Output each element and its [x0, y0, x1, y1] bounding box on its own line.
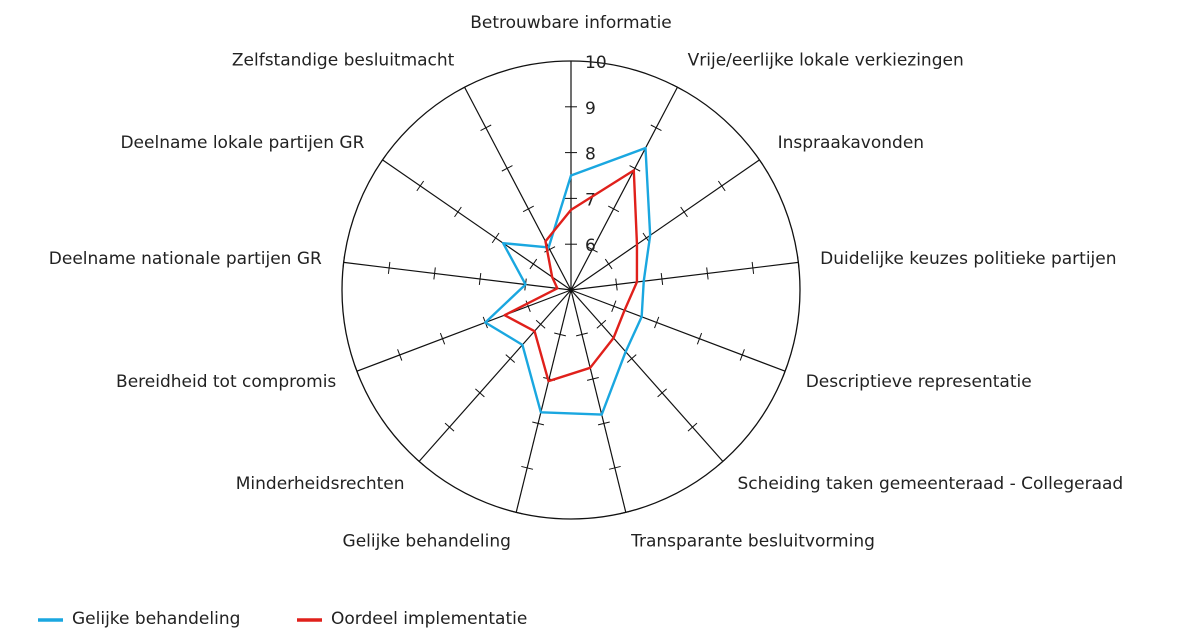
tick-mark: [521, 465, 534, 470]
category-label: Deelname nationale partijen GR: [49, 249, 322, 269]
spoke: [356, 289, 572, 372]
tick-mark: [626, 354, 637, 363]
tick-mark: [739, 349, 745, 361]
tick-mark: [416, 180, 425, 192]
tick-mark: [378, 154, 387, 166]
spoke: [464, 86, 572, 291]
tick-mark: [586, 377, 599, 381]
spoke: [570, 289, 786, 372]
tick-mark: [608, 465, 621, 470]
tick-mark: [444, 422, 455, 432]
tick-mark: [597, 421, 610, 426]
tick-mark: [782, 365, 788, 377]
series-line: [503, 169, 639, 383]
tick-label: 8: [585, 145, 596, 165]
legend-label: Oordeel implementatie: [331, 609, 527, 629]
tick-mark: [718, 457, 728, 466]
category-label: Scheiding taken gemeenteraad - Collegera…: [737, 474, 1123, 494]
tick-mark: [671, 83, 683, 91]
tick-mark: [522, 205, 534, 213]
tick-mark: [414, 457, 424, 466]
tick-label: 6: [585, 236, 596, 256]
tick-mark: [586, 246, 598, 253]
tick-mark: [501, 165, 513, 172]
tick-mark: [596, 319, 607, 329]
tick-mark: [397, 349, 403, 361]
tick-label: 7: [585, 190, 596, 210]
category-label: Vrije/eerlijke lokale verkiezingen: [688, 51, 964, 71]
tick-mark: [657, 388, 667, 398]
tick-mark: [680, 206, 688, 218]
tick-mark: [615, 278, 618, 291]
category-label: Deelname lokale partijen GR: [120, 133, 364, 153]
tick-mark: [535, 319, 546, 329]
spoke: [515, 289, 572, 513]
tick-mark: [554, 332, 566, 337]
tick-mark: [660, 272, 664, 285]
tick-mark: [751, 261, 755, 274]
tick-mark: [505, 354, 516, 363]
tick-mark: [687, 422, 698, 432]
legend-label: Gelijke behandeling: [72, 609, 240, 629]
tick-mark: [491, 232, 500, 244]
tick-mark: [342, 256, 345, 269]
tick-mark: [654, 316, 660, 329]
tick-mark: [433, 267, 436, 280]
tick-mark: [387, 261, 391, 274]
tick-mark: [459, 83, 471, 91]
spoke: [343, 261, 572, 291]
spoke: [382, 159, 572, 291]
tick-mark: [480, 124, 492, 132]
category-label: Transparante besluitvorming: [630, 531, 875, 551]
tick-mark: [525, 300, 531, 313]
tick-mark: [706, 267, 709, 280]
spoke: [570, 159, 760, 291]
spoke: [418, 289, 572, 462]
tick-mark: [611, 300, 617, 313]
tick-mark: [454, 206, 462, 218]
tick-mark: [619, 510, 632, 515]
tick-mark: [696, 332, 703, 345]
category-label: Gelijke behandeling: [343, 531, 511, 551]
tick-mark: [755, 154, 764, 166]
category-label: Zelfstandige besluitmacht: [232, 51, 455, 71]
tick-mark: [650, 124, 662, 132]
category-label: Descriptieve representatie: [806, 372, 1032, 392]
tick-mark: [608, 205, 620, 213]
spoke: [570, 289, 627, 513]
tick-mark: [510, 510, 523, 515]
category-label: Minderheidsrechten: [236, 474, 405, 494]
tick-mark: [797, 256, 800, 269]
tick-mark: [475, 388, 485, 398]
category-label: Inspraakavonden: [778, 133, 924, 153]
tick-mark: [529, 258, 538, 270]
tick-mark: [354, 365, 360, 377]
tick-mark: [532, 421, 545, 426]
spoke: [570, 289, 724, 462]
tick-mark: [439, 332, 446, 345]
spoke: [570, 86, 678, 291]
tick-mark: [576, 332, 588, 337]
category-label: Bereidheid tot compromis: [116, 372, 336, 392]
series-line: [484, 146, 652, 416]
tick-mark: [629, 165, 641, 172]
category-label: Duidelijke keuzes politieke partijen: [820, 249, 1116, 269]
tick-mark: [604, 258, 613, 270]
tick-mark: [717, 180, 726, 192]
spoke: [570, 261, 799, 291]
tick-label: 10: [585, 53, 607, 73]
tick-label: 9: [585, 99, 596, 119]
tick-mark: [478, 272, 482, 285]
category-label: Betrouwbare informatie: [470, 13, 672, 33]
